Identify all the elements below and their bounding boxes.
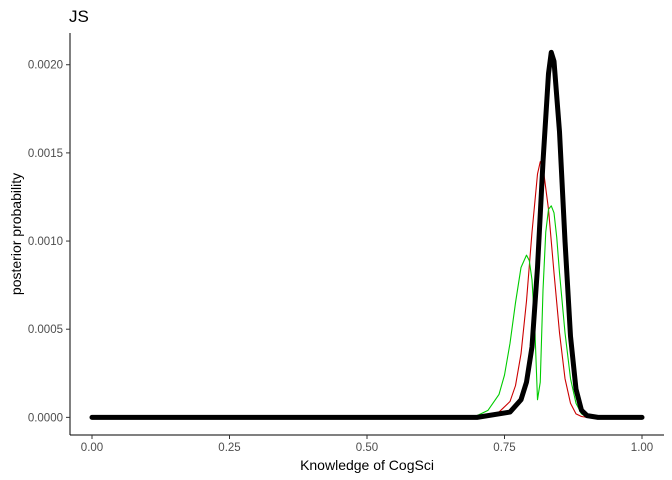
y-tick-label: 0.0010: [28, 236, 63, 248]
y-axis-title: posterior probability: [8, 173, 24, 295]
x-tick-label: 0.50: [356, 442, 378, 454]
x-ticks: 0.00 0.25 0.50 0.75 1.00: [81, 435, 653, 454]
series-line-1: [91, 205, 643, 418]
series-line-0: [91, 161, 643, 418]
y-tick-label: 0.0005: [28, 324, 63, 336]
x-tick-label: 0.00: [81, 442, 103, 454]
y-tick-label: 0.0015: [28, 148, 63, 160]
series-line-2: [89, 49, 645, 420]
x-tick-label: 0.75: [493, 442, 515, 454]
chart-title: JS: [69, 7, 89, 26]
x-tick-label: 0.25: [218, 442, 240, 454]
y-tick-label: 0.0000: [28, 412, 63, 424]
x-axis-title: Knowledge of CogSci: [300, 457, 434, 473]
y-ticks: 0.0000 0.0005 0.0010 0.0015 0.0020: [28, 60, 70, 424]
x-tick-label: 1.00: [631, 442, 653, 454]
series-layer: [89, 49, 645, 420]
y-tick-label: 0.0020: [28, 60, 63, 72]
